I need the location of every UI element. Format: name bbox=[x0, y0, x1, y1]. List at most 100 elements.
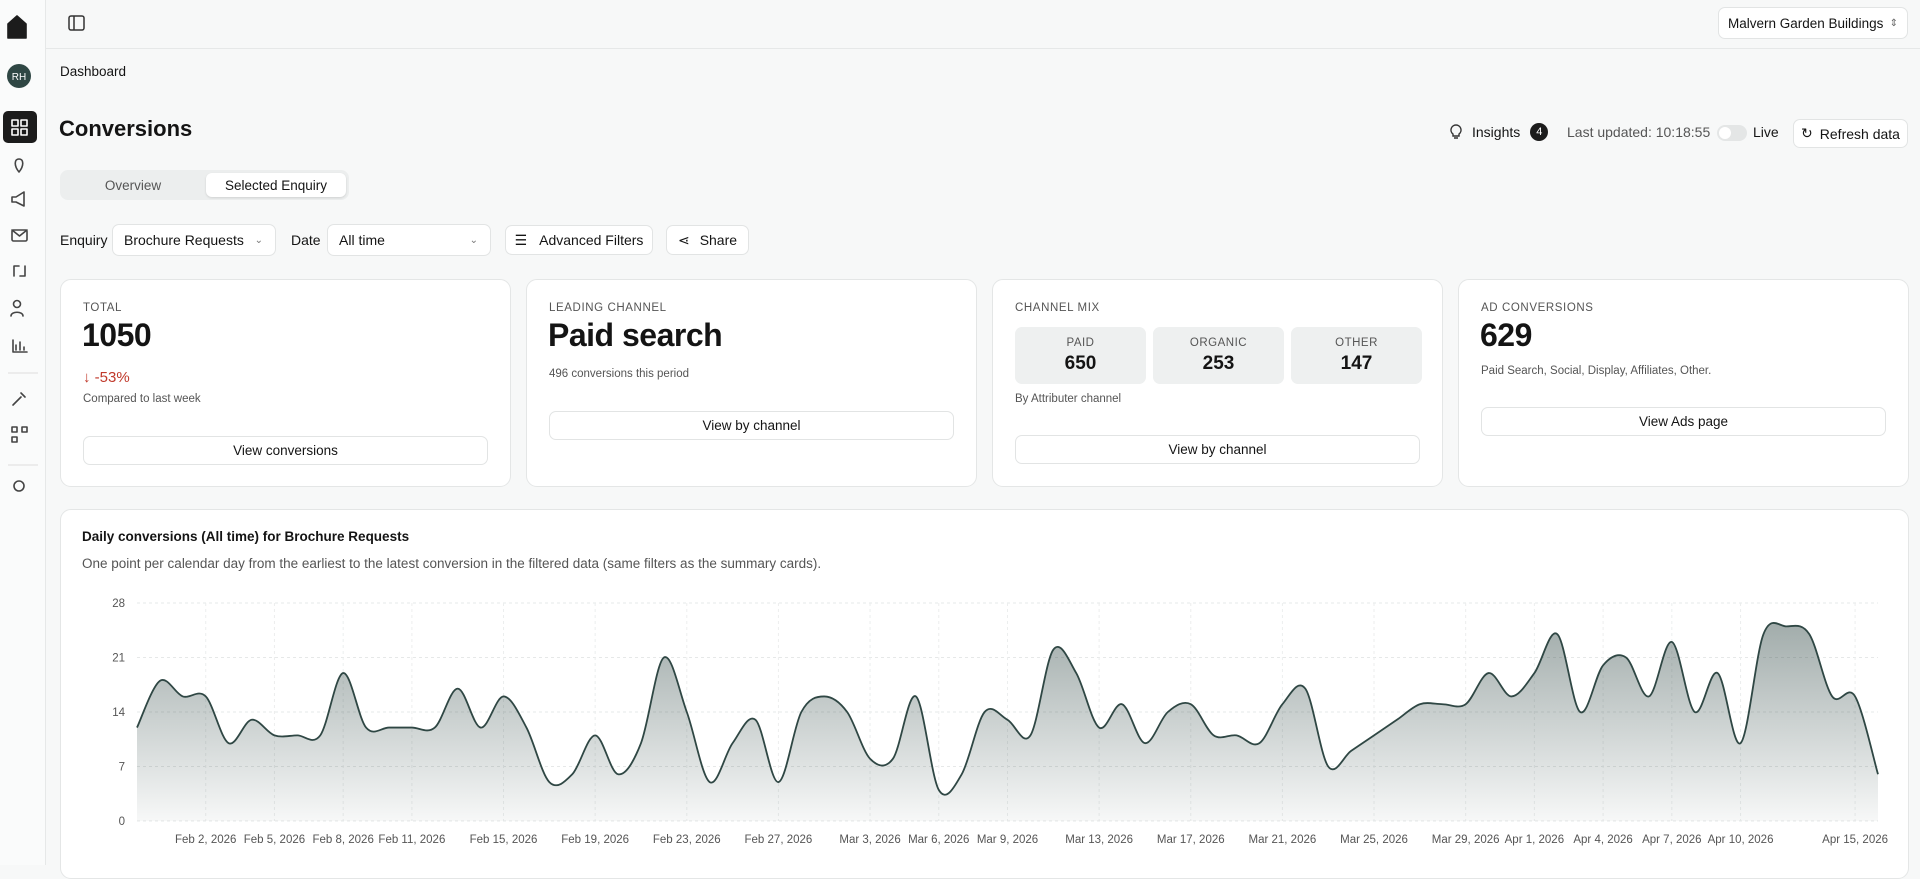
nav-tools[interactable] bbox=[12, 392, 26, 406]
topbar: Malvern Garden Buildings ⇕ bbox=[46, 0, 1920, 49]
change: ↓ -53% bbox=[83, 369, 130, 386]
x-tick-label: Apr 15, 2026 bbox=[1822, 834, 1888, 846]
insights-label: Insights bbox=[1472, 124, 1521, 140]
card-note: 496 conversions this period bbox=[549, 368, 689, 380]
x-tick-label: Feb 19, 2026 bbox=[561, 834, 629, 846]
card-label: LEADING CHANNEL bbox=[549, 302, 667, 314]
chart-title: Daily conversions (All time) for Brochur… bbox=[82, 529, 410, 544]
x-tick-label: Apr 4, 2026 bbox=[1573, 834, 1632, 846]
date-select[interactable]: All time ⌄ bbox=[327, 224, 491, 256]
y-tick-label: 0 bbox=[119, 816, 125, 828]
enquiry-label: Enquiry bbox=[60, 232, 108, 248]
x-tick-label: Feb 8, 2026 bbox=[312, 834, 373, 846]
nav-mail[interactable] bbox=[11, 229, 28, 242]
card-button[interactable]: View by channel bbox=[1015, 435, 1420, 464]
toggle-knob bbox=[1719, 127, 1731, 139]
nav-qr[interactable] bbox=[11, 426, 18, 433]
card-total: TOTAL 1050 ↓ -53% Compared to last week … bbox=[60, 279, 511, 487]
x-tick-label: Mar 9, 2026 bbox=[977, 834, 1038, 846]
x-tick-label: Feb 11, 2026 bbox=[378, 834, 445, 846]
sidebar-toggle[interactable] bbox=[68, 15, 86, 33]
insights-button[interactable]: Insights 4 bbox=[1448, 123, 1549, 141]
tile-label: OTHER bbox=[1335, 337, 1378, 349]
nav-locations[interactable] bbox=[14, 158, 24, 173]
card-button[interactable]: View Ads page bbox=[1481, 407, 1886, 436]
x-tick-label: Feb 5, 2026 bbox=[244, 834, 305, 846]
chart: 0 7 14 21 28 Feb 2, 2026 Feb 5, 2026 Feb 8, 202… bbox=[112, 598, 1888, 846]
bulb-icon bbox=[1450, 124, 1462, 139]
nav-settings[interactable] bbox=[13, 480, 25, 492]
enquiry-value: Brochure Requests bbox=[124, 232, 244, 248]
line bbox=[136, 622, 1879, 796]
card-note: By Attributer channel bbox=[1015, 393, 1122, 405]
tab[interactable]: Overview bbox=[104, 177, 162, 193]
card-label: AD CONVERSIONS bbox=[1481, 302, 1594, 314]
avatar[interactable] bbox=[7, 64, 31, 88]
card-button[interactable]: View by channel bbox=[549, 411, 954, 440]
share-button[interactable]: ⋖ Share bbox=[666, 225, 749, 255]
y-tick-label: 14 bbox=[112, 707, 125, 719]
x-tick-label: Mar 13, 2026 bbox=[1065, 834, 1133, 846]
select-caret: ⇕ bbox=[1889, 17, 1898, 29]
change-value: -53% bbox=[94, 369, 130, 386]
x-tick-label: Feb 27, 2026 bbox=[745, 834, 813, 846]
insights-badge: 4 bbox=[1530, 123, 1549, 141]
nav-reports[interactable] bbox=[12, 339, 28, 353]
advanced-filters-button[interactable]: ☰ Advanced Filters bbox=[505, 225, 653, 255]
x-tick-label: Feb 15, 2026 bbox=[470, 834, 538, 846]
card-label: CHANNEL MIX bbox=[1015, 302, 1100, 314]
nav-people[interactable] bbox=[12, 299, 22, 309]
x-tick-label: Feb 2, 2026 bbox=[175, 834, 236, 846]
date-label: Date bbox=[291, 232, 321, 248]
refresh-icon: ↻ bbox=[1801, 125, 1813, 141]
advanced-filters-label: Advanced Filters bbox=[539, 232, 644, 248]
logo[interactable] bbox=[7, 15, 27, 39]
x-tick-label: Apr 1, 2026 bbox=[1505, 834, 1564, 846]
filter-icon: ☰ bbox=[514, 231, 528, 248]
y-tick-label: 28 bbox=[112, 598, 125, 610]
card-ad-conversions: AD CONVERSIONS 629 Paid Search, Social, … bbox=[1458, 279, 1909, 487]
tile-value: 253 bbox=[1202, 353, 1235, 374]
tile-label: PAID bbox=[1066, 337, 1095, 349]
workspace-select[interactable]: Malvern Garden Buildings ⇕ bbox=[1718, 7, 1908, 39]
area bbox=[137, 622, 1878, 821]
page-title: Conversions bbox=[59, 116, 193, 141]
mix-tile: PAID 650 bbox=[1015, 327, 1146, 384]
workspace-name: Malvern Garden Buildings bbox=[1728, 15, 1884, 31]
card-leading-channel: LEADING CHANNEL Paid search 496 conversi… bbox=[526, 279, 977, 487]
tile-label: ORGANIC bbox=[1189, 337, 1248, 349]
nav-flows[interactable] bbox=[13, 265, 26, 277]
y-tick-label: 21 bbox=[112, 653, 125, 665]
avatar-initials: RH bbox=[12, 72, 26, 83]
nav-active[interactable] bbox=[3, 111, 37, 143]
date-value: All time bbox=[339, 232, 385, 248]
tile-value: 147 bbox=[1340, 353, 1373, 374]
x-tick-label: Mar 3, 2026 bbox=[839, 834, 900, 846]
tab[interactable]: Selected Enquiry bbox=[206, 173, 346, 197]
card-label: TOTAL bbox=[83, 302, 122, 314]
mix-tile: ORGANIC 253 bbox=[1153, 327, 1284, 384]
nav-campaigns[interactable] bbox=[11, 191, 25, 207]
tile-value: 650 bbox=[1064, 353, 1097, 374]
breadcrumb[interactable]: Dashboard bbox=[60, 64, 127, 79]
card-value: 1050 bbox=[82, 317, 152, 353]
x-tick-label: Mar 6, 2026 bbox=[908, 834, 969, 846]
card-value: Paid search bbox=[548, 317, 723, 353]
x-tick-label: Apr 10, 2026 bbox=[1708, 834, 1774, 846]
live-toggle[interactable] bbox=[1717, 125, 1747, 141]
x-tick-label: Feb 23, 2026 bbox=[653, 834, 721, 846]
x-tick-label: Mar 29, 2026 bbox=[1432, 834, 1500, 846]
card-note: Compared to last week bbox=[83, 393, 201, 405]
refresh-button[interactable]: ↻ Refresh data bbox=[1793, 119, 1908, 148]
sidebar-icons: RH bbox=[3, 15, 38, 492]
enquiry-select[interactable]: Brochure Requests ⌄ bbox=[112, 224, 276, 256]
tabs: Overview Selected Enquiry bbox=[60, 170, 349, 200]
card-channel-mix: CHANNEL MIX By Attributer channel View b… bbox=[992, 279, 1443, 487]
card-note: Paid Search, Social, Display, Affiliates… bbox=[1481, 365, 1712, 377]
x-tick-label: Mar 25, 2026 bbox=[1340, 834, 1408, 846]
card-button[interactable]: View conversions bbox=[83, 436, 488, 465]
x-tick-label: Apr 7, 2026 bbox=[1642, 834, 1701, 846]
share-icon: ⋖ bbox=[677, 231, 690, 248]
chart-card: Daily conversions (All time) for Brochur… bbox=[60, 509, 1909, 879]
